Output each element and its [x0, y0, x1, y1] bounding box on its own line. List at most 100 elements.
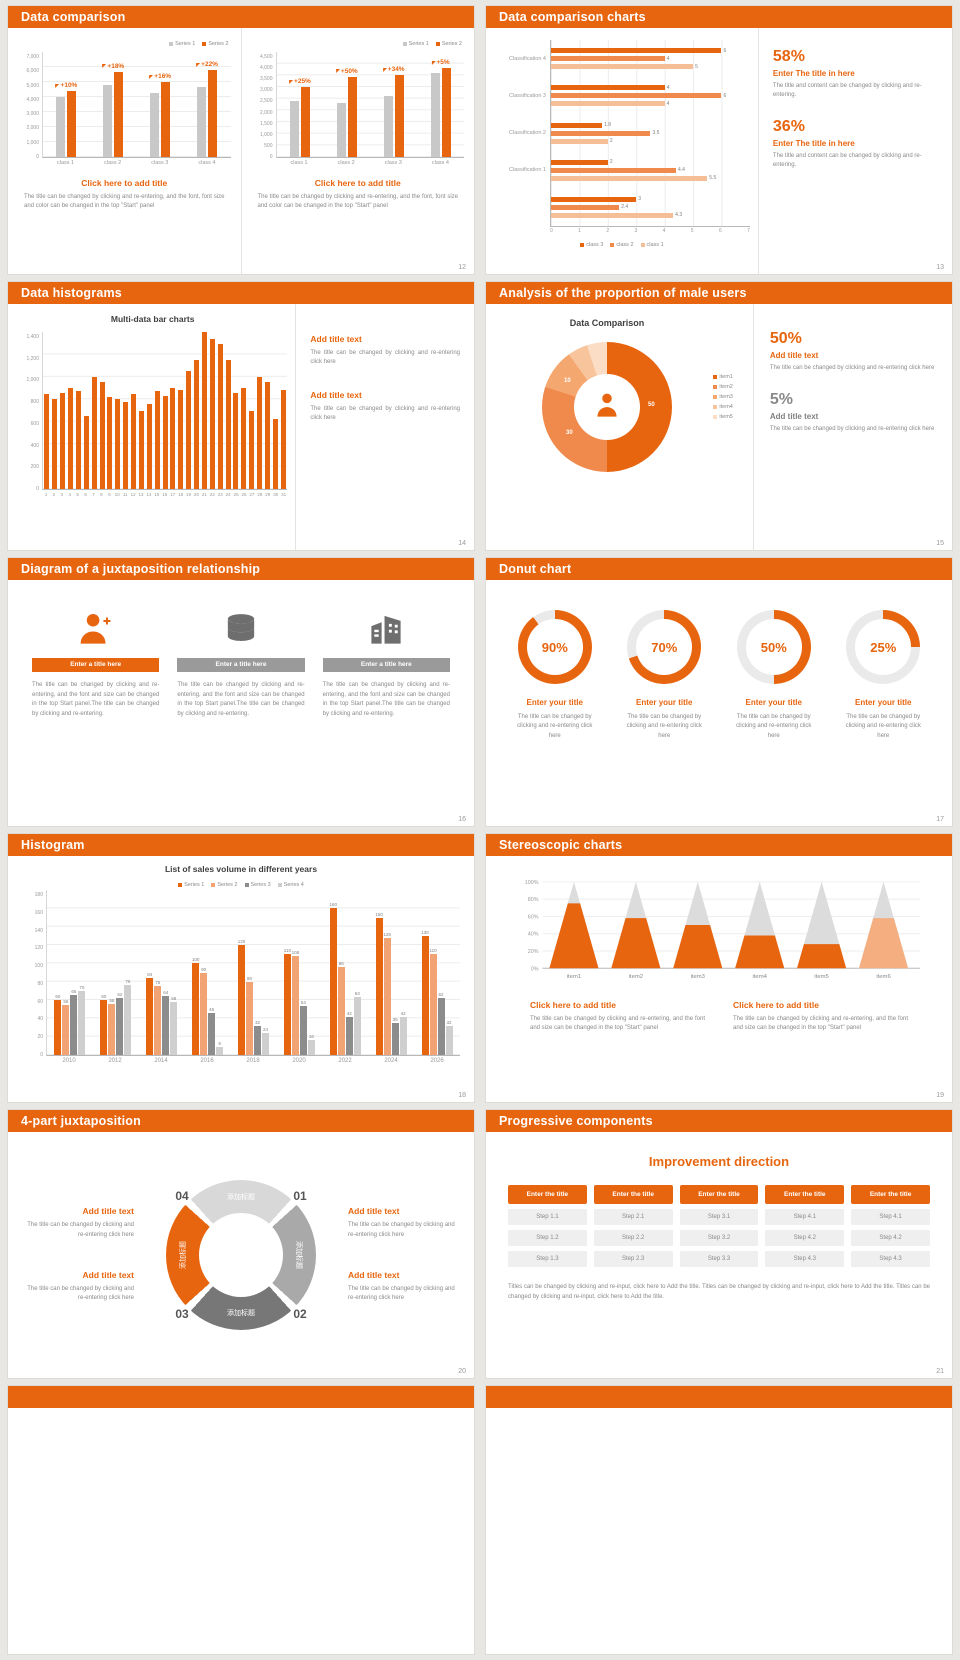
gauge-body: The title can be changed by clicking and… [845, 714, 921, 739]
gauge-title[interactable]: Enter your title [636, 698, 693, 707]
cc-bar: 160 [330, 902, 337, 1055]
cc-val: 42 [346, 1010, 352, 1016]
title-bar[interactable]: Enter a title here [322, 658, 450, 672]
slide-21-progressive-components[interactable]: Progressive components Improvement direc… [486, 1110, 952, 1378]
step-cell[interactable]: Step 4.3 [765, 1251, 845, 1267]
slide-14-data-histograms[interactable]: Data histograms Multi-data bar charts 1,… [8, 282, 474, 550]
step-cell[interactable]: Step 4.1 [851, 1209, 930, 1225]
slide-12-data-comparison[interactable]: Data comparison Series 1 Series 2 7,000 6,… [8, 6, 474, 274]
block-title[interactable]: Add title text [310, 334, 362, 344]
slide-20-four-part-juxtaposition[interactable]: 4-part juxtaposition Add title text The … [8, 1110, 474, 1378]
cc-grp [185, 332, 193, 489]
slide-body: List of sales volume in different years … [8, 856, 474, 1102]
cc-tick: 3,500 [259, 76, 273, 83]
column-header-button[interactable]: Enter the title [593, 1185, 673, 1204]
slide-header: Stereoscopic charts [486, 834, 952, 856]
slide-13-data-comparison-charts[interactable]: Data comparison charts Classification 4 6… [486, 6, 952, 274]
block-title[interactable]: Click here to add title [314, 178, 401, 188]
stat-title[interactable]: Add title text [769, 351, 819, 360]
text-block: Add title text The title can be changed … [348, 1206, 458, 1240]
column-header-button[interactable]: Enter the title [679, 1185, 759, 1204]
step-cell[interactable]: Step 2.2 [593, 1230, 673, 1246]
cc-bar: 60 [100, 994, 108, 1055]
block-title[interactable]: Click here to add title [530, 1000, 616, 1010]
slide-body: 100% 80% 60% 40% 20% 0% item1 item2 item3 item4 it… [486, 856, 952, 1102]
cc-bar [68, 388, 74, 489]
slide-18-histogram[interactable]: Histogram List of sales volume in differ… [8, 834, 474, 1102]
ring-segment-label: 添加标题 [227, 1310, 255, 1317]
cc-tick: 40 [37, 1016, 43, 1023]
title-bar[interactable]: Enter a title here [32, 658, 160, 672]
cc-flag [149, 74, 154, 79]
step-cell[interactable]: Step 4.2 [765, 1230, 845, 1246]
cc-grp [240, 332, 248, 489]
lg-lab: item3 [719, 394, 733, 400]
block-title[interactable]: Add title text [82, 1270, 134, 1280]
next-slide-peek [8, 1386, 474, 1654]
step-cell[interactable]: Step 3.1 [679, 1209, 759, 1225]
slide-19-stereoscopic-charts[interactable]: Stereoscopic charts 100% 80% 60% 40% 20% 0% it… [486, 834, 952, 1102]
cc-bar: 64 [162, 990, 170, 1055]
gauge-title[interactable]: Enter your title [745, 698, 802, 707]
cc-cat: 8 [100, 492, 103, 497]
cc-ann: +18% [102, 63, 124, 70]
slide-15-male-users-proportion[interactable]: Analysis of the proportion of male users… [486, 282, 952, 550]
polygon [734, 935, 784, 969]
hb-bar [551, 130, 651, 136]
hb-lab: Classification 2 [509, 130, 546, 136]
legend-item: Series 1 [169, 41, 195, 47]
gauge-title[interactable]: Enter your title [526, 698, 583, 707]
cc-val: 58 [171, 995, 177, 1001]
step-cell[interactable]: Step 1.1 [508, 1209, 587, 1225]
cc-tick: 1,000 [259, 131, 273, 138]
step-cell[interactable]: Step 3.2 [679, 1230, 759, 1246]
cc-cat: 16 [162, 492, 168, 497]
block-title[interactable]: Add title text [348, 1270, 400, 1280]
block-title[interactable]: Click here to add title [81, 178, 168, 188]
text: 60% [527, 914, 538, 920]
donut-hole [574, 374, 640, 440]
block-title[interactable]: Add title text [310, 389, 362, 400]
stat-title[interactable]: Enter The title in here [772, 69, 855, 78]
step-cell[interactable]: Step 4.3 [851, 1251, 930, 1267]
stat-title[interactable]: Add title text [769, 412, 819, 421]
hb-bar [551, 64, 694, 70]
hb-bar [551, 101, 665, 107]
cc-bar [161, 82, 171, 157]
column-header-button[interactable]: Enter the title [765, 1185, 845, 1204]
step-cell[interactable]: Step 4.2 [851, 1230, 930, 1246]
text: item4 [752, 974, 767, 980]
lg-lab: Series 2 [217, 882, 238, 888]
step-cell[interactable]: Step 2.3 [593, 1251, 673, 1267]
step-cell[interactable]: Step 1.3 [508, 1251, 587, 1267]
slide-17-donut-chart[interactable]: Donut chart 90% Enter your title The tit… [486, 558, 952, 826]
slide-title: Diagram of a juxtaposition relationship [21, 562, 261, 576]
cc: 1,400 1,200 1,000 800 600 400 200 0 1 2 3 4 5 6 7 8 9 10 1… [18, 332, 288, 500]
cc-val: 60 [55, 994, 61, 999]
cc-grp: +50% [323, 52, 370, 157]
cc-grp: 120 80 32 24 [231, 890, 277, 1055]
block-title[interactable]: Add title text [82, 1206, 134, 1217]
step-cell[interactable]: Step 3.3 [679, 1251, 759, 1267]
cc-val: 9 [218, 1040, 221, 1046]
column-header-button[interactable]: Enter the title [851, 1185, 930, 1204]
block-title[interactable]: Add title text [348, 1206, 400, 1217]
slide-16-juxtaposition-diagram[interactable]: Diagram of a juxtaposition relationship … [8, 558, 474, 826]
step-cell[interactable]: Step 4.1 [765, 1209, 845, 1225]
cc-bar [347, 76, 357, 157]
cc-grp [145, 332, 153, 489]
gauge-title[interactable]: Enter your title [855, 698, 912, 707]
column-header-button[interactable]: Enter the title [508, 1185, 587, 1204]
block-title[interactable]: Click here to add title [733, 1000, 819, 1010]
step-cell[interactable]: Step 2.1 [593, 1209, 673, 1225]
step-cell[interactable]: Step 1.2 [508, 1230, 587, 1246]
cc-cat: 11 [122, 492, 128, 497]
cc-tick: 0 [36, 485, 39, 492]
cc-grp [122, 332, 130, 489]
section-title: Improvement direction [648, 1154, 790, 1169]
title-bar[interactable]: Enter a title here [177, 658, 305, 672]
cc-val: 55 [63, 998, 69, 1004]
stat-title[interactable]: Enter The title in here [772, 139, 855, 148]
cc-val: 42 [400, 1010, 406, 1016]
cc-val: 108 [291, 950, 300, 955]
